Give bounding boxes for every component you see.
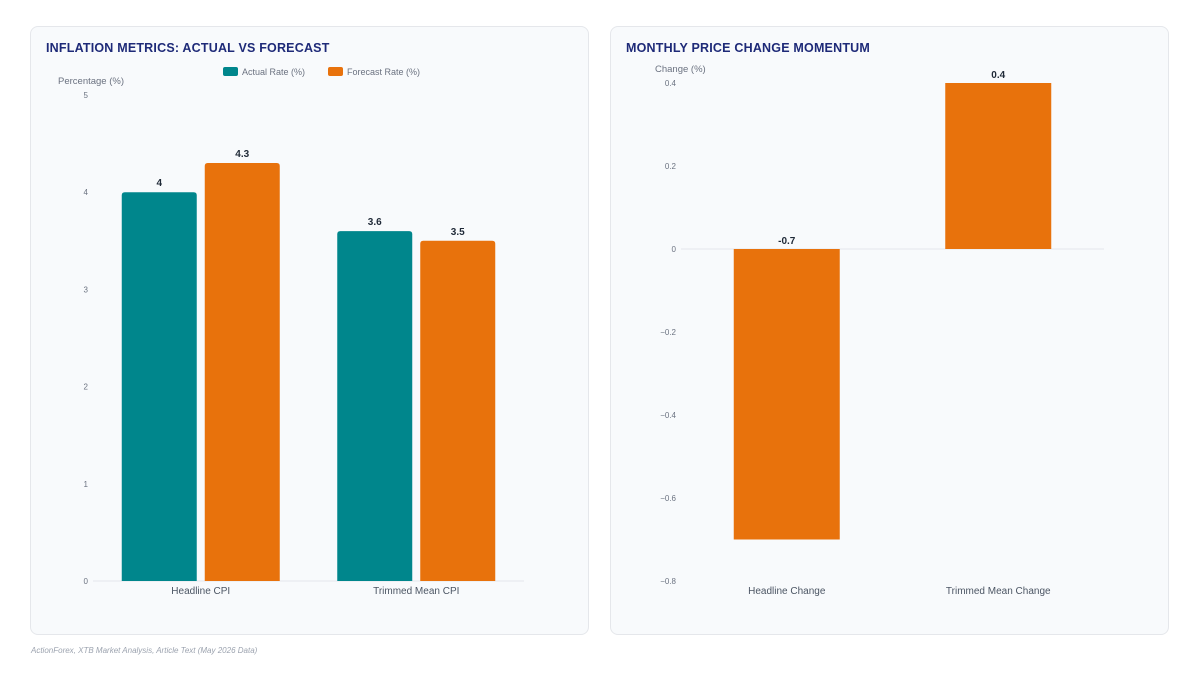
- bar: [945, 83, 1052, 249]
- x-tick-label: Trimmed Mean CPI: [373, 586, 459, 597]
- bar: [733, 249, 840, 540]
- y-tick-label: 4: [84, 188, 89, 197]
- y-tick-label: −0.8: [660, 577, 676, 586]
- y-tick-label: 0.4: [665, 79, 677, 88]
- legend-label: Forecast Rate (%): [347, 67, 420, 77]
- y-tick-label: 3: [84, 285, 89, 294]
- y-tick-label: −0.6: [660, 494, 676, 503]
- chart-title: INFLATION METRICS: ACTUAL VS FORECAST: [46, 41, 330, 55]
- source-footnote: ActionForex, XTB Market Analysis, Articl…: [31, 646, 258, 655]
- y-tick-label: 2: [84, 383, 89, 392]
- legend-swatch: [328, 67, 343, 76]
- bar: [420, 240, 496, 582]
- chart-title: MONTHLY PRICE CHANGE MOMENTUM: [626, 41, 871, 55]
- price-momentum-chart: Change (%) −0.8 −0.6 −0.4 −0.2 0 0.2 0.4 -0.7 Hea…: [655, 64, 1104, 597]
- y-axis-label: Percentage (%): [58, 76, 124, 87]
- y-tick-label: 0: [84, 577, 89, 586]
- legend-label: Actual Rate (%): [242, 67, 305, 77]
- y-tick-label: −0.4: [660, 411, 676, 420]
- legend-swatch: [223, 67, 238, 76]
- bar: [337, 231, 413, 581]
- y-tick-label: 0: [672, 245, 677, 254]
- x-tick-label: Trimmed Mean Change: [946, 586, 1051, 597]
- y-tick-label: −0.2: [660, 328, 676, 337]
- y-tick-label: 5: [84, 91, 89, 100]
- bar: [204, 163, 280, 582]
- chart-panel-price-momentum: MONTHLY PRICE CHANGE MOMENTUM Change (%)…: [610, 26, 1169, 635]
- data-label: -0.7: [778, 236, 796, 247]
- data-label: 4: [156, 178, 162, 189]
- x-tick-label: Headline Change: [748, 586, 826, 597]
- data-label: 0.4: [991, 70, 1005, 81]
- bar: [121, 192, 197, 581]
- data-label: 4.3: [235, 149, 249, 160]
- data-label: 3.5: [451, 227, 465, 238]
- y-axis-label: Change (%): [655, 64, 706, 75]
- data-label: 3.6: [368, 217, 382, 228]
- y-tick-label: 1: [84, 480, 89, 489]
- x-tick-label: Headline CPI: [171, 586, 230, 597]
- chart-panel-inflation-metrics: INFLATION METRICS: ACTUAL VS FORECAST Pe…: [30, 26, 589, 635]
- y-tick-label: 0.2: [665, 162, 677, 171]
- inflation-metrics-chart: Percentage (%) 0 1 2 3 4 5 Actual Rate (%) Forec…: [58, 67, 524, 597]
